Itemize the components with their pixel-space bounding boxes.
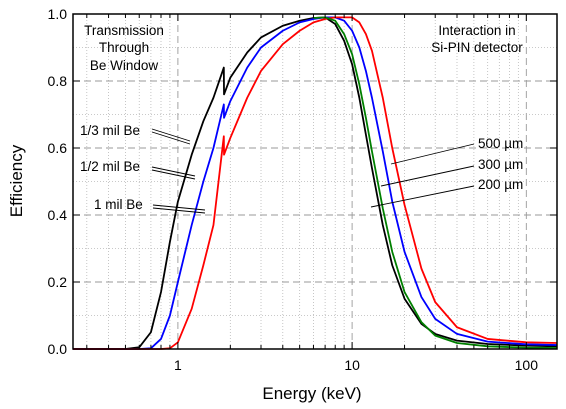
label-1-mil-be: 1 mil Be bbox=[94, 197, 143, 212]
arrow-500-um bbox=[390, 143, 475, 165]
series-lines bbox=[73, 16, 558, 350]
series-line-3 bbox=[73, 16, 558, 350]
right-title-line-1: Interaction in bbox=[438, 23, 515, 38]
label-200-um: 200 µm bbox=[478, 177, 523, 192]
label-1-3-mil-be: 1/3 mil Be bbox=[80, 123, 140, 138]
arrow-1-2-mil-be-a bbox=[151, 166, 196, 177]
plot-frame bbox=[72, 13, 558, 350]
arrow-1-mil-be-b bbox=[152, 207, 206, 214]
arrow-200-um bbox=[370, 185, 475, 208]
left-title-line-3: Be Window bbox=[90, 58, 159, 73]
arrow-1-2-mil-be-b bbox=[151, 169, 196, 180]
arrow-1-3-mil-be-a bbox=[151, 128, 191, 142]
right-title: Interaction in Si-PIN detector bbox=[431, 23, 523, 55]
x-axis-label: Energy (keV) bbox=[262, 384, 361, 403]
axis-ticks: 0.0 0.2 0.4 0.6 0.8 1.0 1 10 100 bbox=[48, 6, 557, 373]
y-tick-label: 0.4 bbox=[48, 207, 68, 223]
x-tick-label: 10 bbox=[344, 357, 360, 373]
x-tick-label: 1 bbox=[174, 357, 182, 373]
x-tick-label: 100 bbox=[515, 357, 539, 373]
annotation-arrows bbox=[151, 128, 475, 214]
arrow-300-um bbox=[380, 165, 475, 187]
y-axis-label: Efficiency bbox=[7, 144, 26, 217]
left-title: Transmission Through Be Window bbox=[84, 23, 164, 73]
y-tick-label: 0.0 bbox=[48, 341, 68, 357]
left-title-line-2: Through bbox=[99, 40, 149, 55]
left-title-line-1: Transmission bbox=[84, 23, 164, 38]
series-line-2 bbox=[73, 16, 558, 350]
label-500-um: 500 µm bbox=[478, 136, 523, 151]
grid bbox=[73, 14, 557, 349]
series-line-4 bbox=[313, 16, 558, 349]
y-tick-label: 0.6 bbox=[48, 140, 68, 156]
series-line-1 bbox=[73, 16, 558, 350]
label-1-2-mil-be: 1/2 mil Be bbox=[80, 159, 140, 174]
y-tick-label: 1.0 bbox=[48, 6, 68, 22]
arrow-1-mil-be-a bbox=[152, 204, 206, 211]
y-tick-label: 0.2 bbox=[48, 274, 68, 290]
arrow-1-3-mil-be-b bbox=[151, 131, 191, 145]
label-300-um: 300 µm bbox=[478, 157, 523, 172]
y-tick-label: 0.8 bbox=[48, 73, 68, 89]
right-title-line-2: Si-PIN detector bbox=[431, 40, 523, 55]
